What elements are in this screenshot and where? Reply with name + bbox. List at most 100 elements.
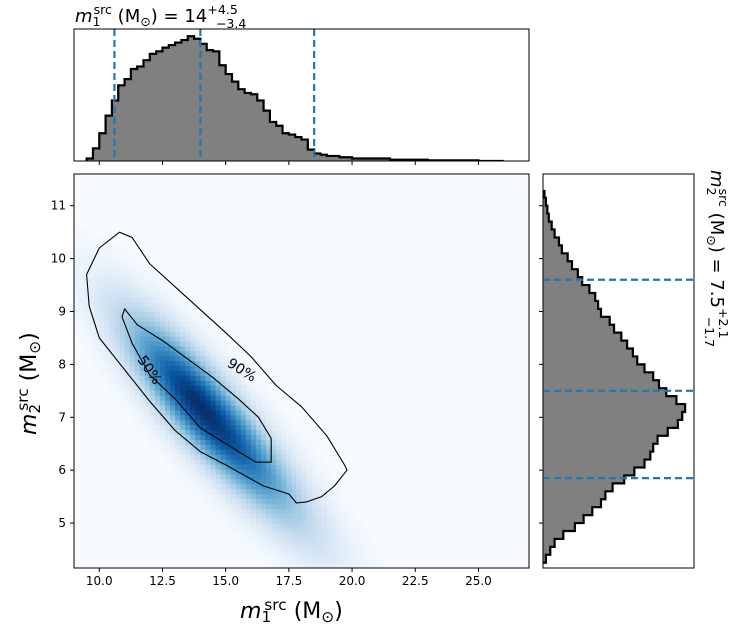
heatmap-cell (89, 238, 95, 244)
heatmap-cell (225, 371, 232, 377)
heatmap-cell (159, 326, 166, 332)
heatmap-cell (109, 262, 115, 268)
top-hist-group (85, 35, 529, 161)
heatmap-cell (109, 390, 115, 397)
heatmap-cell (74, 311, 80, 318)
heatmap-cell (261, 479, 267, 485)
heatmap-cell (256, 503, 262, 510)
heatmap-cell (250, 543, 257, 549)
heatmap-cell (129, 336, 136, 342)
heatmap-cell (230, 439, 237, 446)
heatmap-cell (341, 563, 348, 568)
heatmap-cell (225, 508, 232, 515)
heatmap-cell (240, 361, 247, 367)
heatmap-cell (256, 494, 262, 500)
heatmap-cell (235, 375, 242, 382)
heatmap-cell (134, 311, 141, 318)
heatmap-cell (89, 302, 95, 308)
heatmap-cell (215, 503, 222, 510)
heatmap-cell (301, 523, 307, 529)
heatmap-cell (245, 439, 252, 446)
heatmap-cell (170, 410, 176, 416)
heatmap-cell (144, 430, 151, 436)
heatmap-cell (362, 548, 368, 554)
heatmap-cell (180, 390, 186, 397)
heatmap-cell (205, 326, 211, 332)
heatmap-cell (195, 415, 201, 421)
heatmap-cell (159, 385, 166, 392)
heatmap-cell (134, 297, 141, 303)
heatmap-cell (306, 513, 313, 520)
heatmap-cell (266, 533, 272, 539)
heatmap-cell (154, 430, 161, 436)
heatmap-cell (250, 503, 257, 510)
heatmap-cell (210, 449, 216, 456)
heatmap-cell (316, 563, 323, 568)
heatmap-cell (240, 425, 247, 431)
heatmap-cell (326, 469, 333, 475)
heatmap-cell (276, 523, 282, 529)
heatmap-cell (276, 553, 282, 559)
heatmap-cell (240, 469, 247, 475)
heatmap-cell (271, 503, 277, 510)
heatmap-cell (175, 435, 181, 441)
heatmap-cell (331, 533, 338, 539)
heatmap-cell (230, 371, 237, 377)
heatmap-cell (306, 459, 313, 465)
heatmap-cell (286, 469, 292, 475)
heatmap-cell (124, 366, 131, 372)
heatmap-cell (170, 375, 176, 382)
heatmap-cell (114, 390, 120, 397)
heatmap-cell (129, 272, 136, 278)
heatmap-cell (94, 306, 100, 313)
heatmap-cell (200, 405, 206, 411)
heatmap-cell (180, 395, 186, 401)
heatmap-cell (149, 336, 156, 342)
heatmap-cell (205, 459, 211, 465)
heatmap-cell (235, 385, 242, 392)
heatmap-cell (266, 464, 272, 470)
heatmap-cell (89, 316, 95, 323)
heatmap-cell (154, 336, 161, 342)
heatmap-cell (84, 228, 90, 234)
heatmap-cell (99, 272, 105, 278)
heatmap-cell (89, 277, 95, 283)
heatmap-cell (276, 410, 282, 416)
heatmap-cell (281, 563, 287, 568)
heatmap-cell (281, 479, 287, 485)
heatmap-cell (154, 415, 161, 421)
heatmap-cell (94, 242, 100, 249)
heatmap-cell (200, 435, 206, 441)
heatmap-cell (286, 479, 292, 485)
heatmap-cell (230, 425, 237, 431)
heatmap-cell (195, 454, 201, 461)
heatmap-cell (301, 543, 307, 549)
heatmap-cell (144, 356, 151, 362)
heatmap-cell (240, 489, 247, 495)
heatmap-cell (276, 513, 282, 520)
heatmap-cell (205, 435, 211, 441)
heatmap-cell (321, 518, 328, 525)
heatmap-cell (245, 380, 252, 387)
heatmap-cell (129, 302, 136, 308)
heatmap-cell (175, 371, 181, 377)
heatmap-cell (347, 563, 353, 568)
heatmap-cell (149, 267, 156, 273)
heatmap-cell (84, 306, 90, 313)
heatmap-cell (89, 262, 95, 268)
heatmap-cell (154, 410, 161, 416)
heatmap-cell (159, 366, 166, 372)
heatmap-cell (114, 297, 120, 303)
heatmap-cell (180, 375, 186, 382)
heatmap-cell (235, 380, 242, 387)
heatmap-cell (159, 361, 166, 367)
heatmap-cell (134, 287, 141, 293)
heatmap-cell (84, 316, 90, 323)
heatmap-cell (94, 351, 100, 357)
heatmap-cell (235, 523, 242, 529)
heatmap-cell (89, 257, 95, 264)
heatmap-cell (170, 385, 176, 392)
heatmap-cell (210, 351, 216, 357)
heatmap-cell (271, 489, 277, 495)
heatmap-cell (306, 469, 313, 475)
